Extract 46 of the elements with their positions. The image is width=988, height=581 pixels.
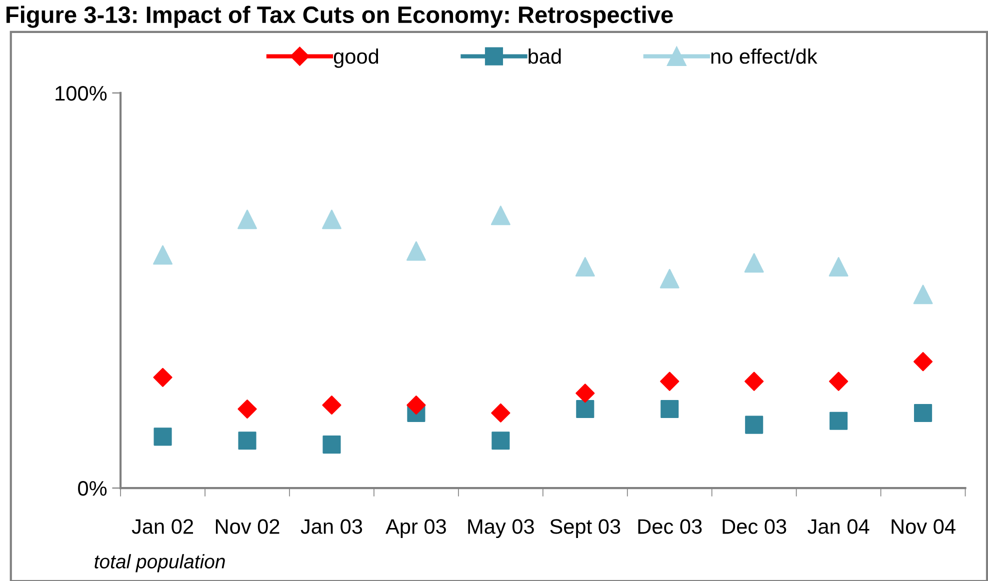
legend-label: no effect/dk [711, 48, 818, 64]
x-tick-label: May 03 [468, 519, 534, 538]
legend-label: bad [528, 48, 561, 64]
point [490, 206, 510, 226]
point [322, 210, 342, 230]
point [406, 241, 426, 261]
x-tick-label: Jan 03 [300, 519, 362, 534]
point [913, 284, 933, 304]
text: total population [94, 554, 225, 572]
y-tick-label: 0% [78, 481, 107, 496]
point [492, 432, 510, 450]
point [322, 436, 341, 454]
point [829, 372, 848, 391]
point [491, 403, 510, 423]
point [576, 400, 594, 418]
point [575, 257, 595, 277]
chart-title: Figure 3-13: Impact of Tax Cuts on Economy: Retrospective [6, 6, 673, 28]
point [830, 412, 848, 430]
point [744, 372, 764, 391]
x-tick-label: Dec 03 [722, 519, 786, 534]
point [153, 368, 172, 387]
x-tick-label: Apr 03 [386, 519, 446, 538]
x-tick-label: Jan 02 [132, 519, 194, 534]
point [406, 396, 426, 415]
point [660, 372, 680, 391]
point [660, 268, 680, 288]
x-tick-label: Sept 03 [550, 519, 620, 538]
legend-label: good [334, 48, 378, 68]
point [322, 396, 342, 415]
x-tick-label: Nov 04 [892, 519, 956, 534]
point [238, 432, 256, 450]
point [576, 384, 595, 403]
point [914, 404, 932, 422]
point [660, 400, 679, 418]
x-tick-label: Nov 02 [216, 519, 280, 534]
point [154, 428, 172, 446]
point [828, 257, 848, 277]
y-tick-label: 100% [56, 86, 107, 101]
point [153, 245, 172, 265]
point [745, 416, 764, 434]
x-tick-label: Jan 04 [808, 519, 870, 534]
point [238, 210, 257, 230]
x-tick-label: Dec 03 [638, 519, 702, 534]
point [238, 399, 257, 419]
point [744, 253, 764, 273]
point [914, 352, 933, 372]
